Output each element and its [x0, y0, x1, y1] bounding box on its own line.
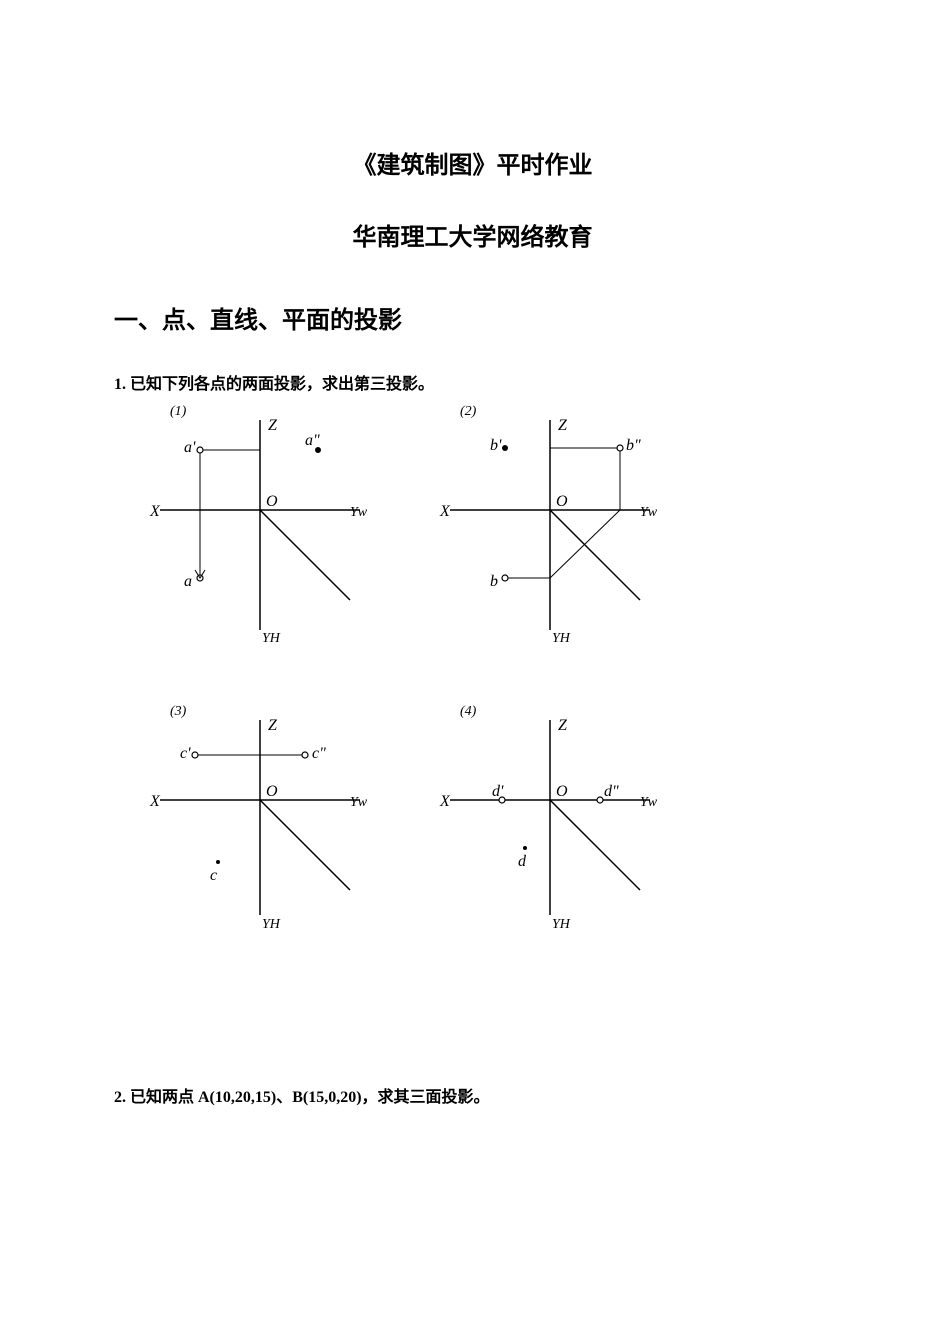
axis-z-4: Z — [558, 717, 568, 734]
axis-z-3: Z — [268, 717, 278, 734]
pt-d-prime: d' — [492, 783, 504, 800]
pt-b-prime: b' — [490, 437, 502, 454]
panel-2-num: (2) — [460, 404, 477, 419]
diagram-panel-1: (1) Z X Yw YH O a' a" a — [140, 400, 390, 650]
diagram-panel-2: (2) Z X Yw YH O b' b" b — [430, 400, 680, 650]
pt-a-low: a — [184, 573, 192, 590]
axis-yw-2: Yw — [640, 505, 658, 520]
axis-z-1: Z — [268, 417, 278, 434]
diagram-panel-4: (4) Z X Yw YH O d' d" d — [430, 700, 680, 940]
panel-4-num: (4) — [460, 704, 477, 719]
axis-x-4: X — [439, 793, 451, 810]
doc-title-2: 华南理工大学网络教育 — [0, 217, 945, 252]
axis-yh-4: YH — [552, 917, 571, 932]
origin-1: O — [266, 493, 278, 510]
pt-d-dprime: d" — [604, 783, 619, 800]
axis-x-3: X — [149, 793, 161, 810]
pt-d-low: d — [518, 853, 527, 870]
pt-a-dprime: a" — [305, 432, 320, 449]
axis-yh-2: YH — [552, 631, 571, 646]
pt-b-low: b — [490, 573, 498, 590]
axis-yh-1: YH — [262, 631, 281, 646]
panel-1-num: (1) — [170, 404, 187, 419]
axis-x-1: X — [149, 503, 161, 520]
origin-3: O — [266, 783, 278, 800]
section-heading: 一、点、直线、平面的投影 — [114, 300, 402, 335]
diagram-panel-3: (3) Z X Yw YH O c' c" c — [140, 700, 390, 940]
axis-yw-3: Yw — [350, 795, 368, 810]
axis-x-2: X — [439, 503, 451, 520]
pt-c-prime: c' — [180, 745, 191, 762]
question-1: 1. 已知下列各点的两面投影，求出第三投影。 — [114, 370, 434, 394]
axis-yw-1: Yw — [350, 505, 368, 520]
axis-yw-4: Yw — [640, 795, 658, 810]
doc-title-1: 《建筑制图》平时作业 — [0, 145, 945, 180]
pt-a-prime: a' — [184, 439, 196, 456]
pt-b-dprime: b" — [626, 437, 641, 454]
origin-4: O — [556, 783, 568, 800]
pt-c-dprime: c" — [312, 745, 326, 762]
question-2: 2. 已知两点 A(10,20,15)、B(15,0,20)，求其三面投影。 — [114, 1083, 490, 1107]
pt-c-low: c — [210, 867, 217, 884]
axis-z-2: Z — [558, 417, 568, 434]
axis-yh-3: YH — [262, 917, 281, 932]
origin-2: O — [556, 493, 568, 510]
panel-3-num: (3) — [170, 704, 187, 719]
diagrams-area: (1) Z X Yw YH O a' a" a (2) Z X Yw YH O — [140, 400, 740, 1060]
